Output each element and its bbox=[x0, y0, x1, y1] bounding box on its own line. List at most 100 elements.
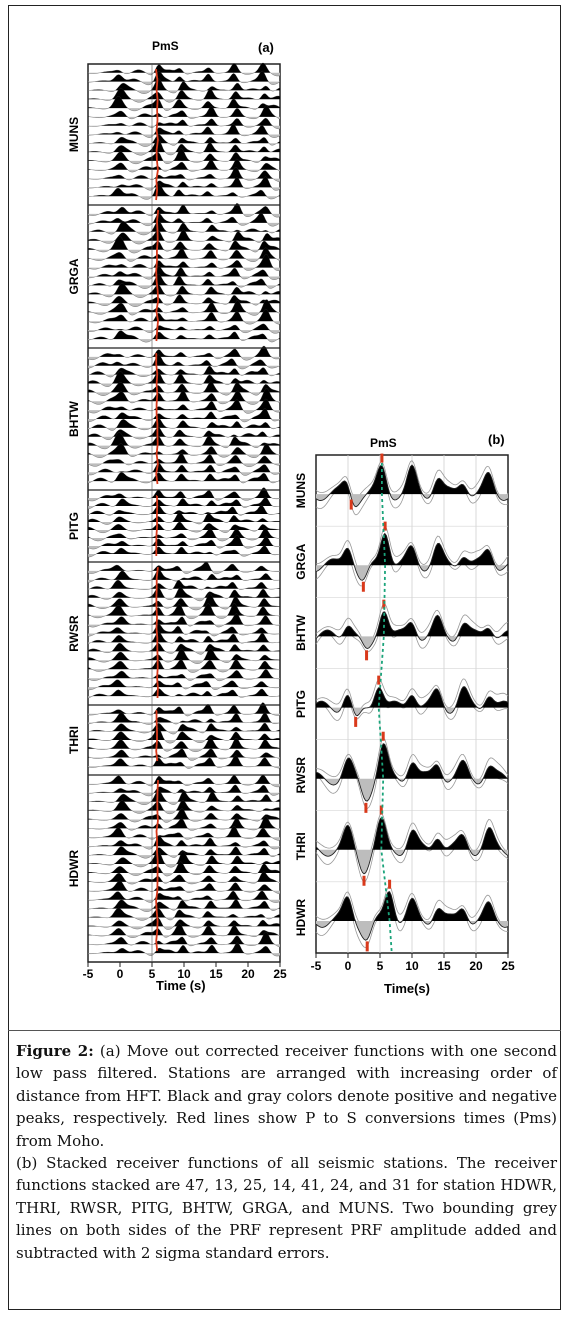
stacked-rf-negative bbox=[316, 778, 508, 802]
xtick-label: 15 bbox=[437, 959, 451, 973]
rf-trace-positive bbox=[88, 648, 280, 661]
panel-b-traces bbox=[315, 453, 509, 952]
panel-a-label: (a) bbox=[258, 40, 274, 55]
rf-trace-line bbox=[87, 808, 281, 823]
rf-trace-positive bbox=[88, 283, 280, 295]
rf-trace-positive bbox=[88, 826, 280, 838]
error-bound-line bbox=[315, 885, 509, 934]
rf-trace-positive bbox=[88, 880, 280, 891]
pms-marker-line bbox=[155, 495, 159, 556]
station-label: BHTW bbox=[294, 614, 308, 651]
xtick-label: 10 bbox=[405, 959, 419, 973]
rf-trace-positive bbox=[88, 229, 280, 241]
rf-trace-negative bbox=[88, 522, 280, 525]
pms-marker-line bbox=[155, 710, 159, 762]
pms-marker-line bbox=[155, 353, 159, 485]
stacked-rf-line bbox=[315, 611, 509, 649]
rf-trace-line bbox=[87, 432, 281, 450]
rf-trace-positive bbox=[88, 236, 280, 250]
rf-trace-negative bbox=[88, 303, 280, 307]
rf-trace-line bbox=[87, 345, 281, 361]
rf-trace-line bbox=[87, 623, 281, 637]
rf-trace-positive bbox=[88, 158, 280, 170]
xtick-label: 25 bbox=[501, 959, 515, 973]
rf-trace-positive bbox=[88, 139, 280, 153]
rf-trace-line bbox=[87, 158, 281, 173]
panel-a-xlabel: Time (s) bbox=[156, 978, 206, 993]
rf-trace-positive bbox=[88, 545, 280, 554]
rf-trace-positive bbox=[88, 183, 280, 197]
rf-trace-line bbox=[87, 117, 280, 130]
stacked-rf-positive bbox=[316, 686, 508, 708]
xtick-label: 10 bbox=[177, 967, 191, 981]
rf-trace-positive bbox=[88, 613, 280, 625]
rf-trace-positive bbox=[88, 587, 280, 598]
rf-trace-positive bbox=[88, 755, 280, 767]
rf-trace-line bbox=[87, 534, 281, 550]
rf-trace-positive bbox=[88, 118, 280, 126]
rf-trace-positive bbox=[88, 521, 280, 530]
xtick-label: 5 bbox=[377, 959, 384, 973]
panel-b-xlabel: Time(s) bbox=[384, 981, 430, 996]
rf-trace-positive bbox=[88, 702, 280, 714]
rf-trace-line bbox=[87, 266, 281, 280]
rf-trace-positive bbox=[88, 432, 280, 446]
rf-trace-negative bbox=[88, 597, 280, 601]
rf-trace-positive bbox=[88, 274, 280, 286]
rf-trace-line bbox=[87, 603, 281, 619]
rf-trace-positive bbox=[88, 899, 280, 909]
station-label: THRI bbox=[67, 726, 81, 754]
rf-trace-line bbox=[87, 931, 281, 948]
rf-trace-positive bbox=[88, 808, 280, 820]
rf-trace-line bbox=[87, 417, 281, 431]
rf-trace-line bbox=[87, 283, 280, 298]
rf-trace-line bbox=[87, 727, 280, 744]
rf-trace-positive bbox=[88, 254, 280, 268]
rf-trace-positive bbox=[88, 96, 280, 109]
rf-trace-positive bbox=[88, 775, 280, 784]
rf-trace-line bbox=[87, 846, 281, 859]
rf-trace-positive bbox=[88, 816, 280, 829]
rf-trace-negative bbox=[88, 169, 280, 173]
station-label: MUNS bbox=[294, 473, 308, 508]
rf-trace-line bbox=[87, 176, 281, 191]
negative-peak-marker bbox=[365, 941, 369, 952]
rf-trace-positive bbox=[88, 78, 280, 91]
station-label: HDWR bbox=[67, 850, 81, 888]
rf-trace-negative bbox=[88, 231, 280, 235]
rf-trace-positive bbox=[88, 512, 280, 522]
rf-trace-line bbox=[87, 105, 281, 120]
rf-trace-positive bbox=[88, 923, 280, 936]
rf-trace-negative bbox=[88, 90, 280, 94]
pms-marker-line bbox=[155, 69, 159, 201]
rf-trace-line bbox=[87, 496, 281, 510]
rf-trace-line bbox=[87, 167, 281, 183]
rf-trace-negative bbox=[88, 881, 280, 885]
rf-trace-positive bbox=[88, 784, 280, 793]
rf-trace-line bbox=[87, 579, 281, 591]
negative-peak-marker bbox=[349, 499, 353, 510]
rf-trace-line bbox=[87, 408, 281, 423]
rf-trace-negative bbox=[88, 864, 280, 868]
rf-trace-line bbox=[87, 453, 280, 467]
rf-trace-line bbox=[87, 774, 281, 788]
rf-trace-line bbox=[87, 907, 281, 921]
rf-trace-negative bbox=[88, 926, 280, 930]
rf-trace-line bbox=[87, 642, 281, 655]
panel-b-station-labels: MUNS GRGA BHTW PITG RWSR THRI HDWR bbox=[294, 473, 308, 936]
rf-trace-line bbox=[87, 443, 281, 458]
rf-trace-negative bbox=[88, 249, 280, 254]
panel-b: MUNS GRGA BHTW PITG RWSR THRI HDWR -5 0 5 10 15 20 2… bbox=[294, 432, 515, 996]
rf-trace-positive bbox=[88, 497, 280, 506]
pms-trend-line bbox=[377, 463, 393, 952]
pms-peak-marker bbox=[382, 599, 386, 609]
rf-trace-negative bbox=[88, 873, 280, 877]
rf-trace-negative bbox=[88, 392, 280, 396]
panel-a-separators bbox=[88, 64, 280, 962]
error-bound-line bbox=[315, 525, 509, 576]
pms-peak-marker bbox=[377, 675, 381, 685]
rf-trace-positive bbox=[88, 381, 280, 393]
rf-trace-line bbox=[87, 505, 281, 516]
rf-trace-negative bbox=[88, 160, 280, 164]
negative-peak-marker bbox=[362, 875, 366, 886]
